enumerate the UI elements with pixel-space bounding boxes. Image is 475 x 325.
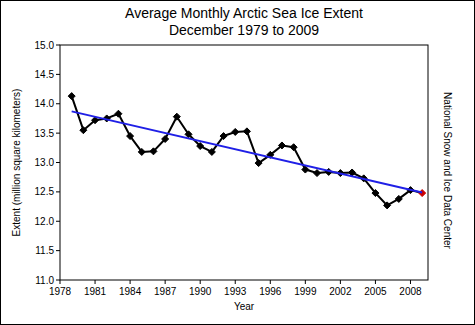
x-tick bbox=[200, 280, 201, 284]
y-tick-label: 13.5 bbox=[35, 128, 55, 139]
marker bbox=[419, 190, 426, 197]
y-tick bbox=[56, 74, 60, 75]
series-line bbox=[72, 96, 422, 205]
y-tick-label: 11.0 bbox=[35, 275, 54, 286]
x-tick bbox=[270, 280, 271, 284]
y-tick bbox=[56, 133, 60, 134]
y-tick bbox=[56, 45, 60, 46]
marker bbox=[314, 170, 321, 177]
y-tick-label: 11.5 bbox=[35, 245, 54, 256]
series-line bbox=[72, 111, 422, 192]
x-tick bbox=[340, 280, 341, 284]
marker bbox=[162, 136, 169, 143]
x-tick bbox=[375, 280, 376, 284]
marker bbox=[68, 93, 75, 100]
y-tick-label: 13.0 bbox=[35, 157, 55, 168]
marker bbox=[302, 166, 309, 173]
x-tick bbox=[130, 280, 131, 284]
marker bbox=[115, 110, 122, 117]
y-tick bbox=[56, 280, 60, 281]
marker bbox=[243, 128, 250, 135]
x-axis-label: Year bbox=[234, 301, 255, 312]
y-tick-label: 14.5 bbox=[35, 69, 55, 80]
marker bbox=[232, 128, 239, 135]
y-tick bbox=[56, 103, 60, 104]
marker bbox=[138, 148, 145, 155]
x-tick bbox=[165, 280, 166, 284]
x-tick-label: 1981 bbox=[84, 286, 107, 297]
x-tick-label: 2005 bbox=[364, 286, 387, 297]
x-tick-label: 2008 bbox=[399, 286, 422, 297]
x-tick bbox=[60, 280, 61, 284]
x-tick-label: 1996 bbox=[259, 286, 282, 297]
marker bbox=[372, 190, 379, 197]
x-tick bbox=[95, 280, 96, 284]
x-tick-label: 2002 bbox=[329, 286, 352, 297]
chart-border bbox=[1, 1, 475, 325]
x-tick-label: 1984 bbox=[119, 286, 142, 297]
x-tick bbox=[410, 280, 411, 284]
x-tick bbox=[235, 280, 236, 284]
marker bbox=[290, 144, 297, 151]
marker bbox=[384, 202, 391, 209]
marker bbox=[173, 113, 180, 120]
y-tick-label: 14.0 bbox=[35, 98, 55, 109]
y-tick-label: 12.0 bbox=[35, 216, 55, 227]
marker bbox=[80, 127, 87, 134]
plot-marks bbox=[68, 93, 425, 209]
y-tick bbox=[56, 191, 60, 192]
x-tick-label: 1999 bbox=[294, 286, 317, 297]
marker bbox=[255, 160, 262, 167]
y-tick bbox=[56, 221, 60, 222]
plot-frame bbox=[60, 45, 428, 280]
title: Average Monthly Arctic Sea Ice Extent bbox=[125, 5, 363, 21]
y-tick bbox=[56, 250, 60, 251]
marker bbox=[220, 133, 227, 140]
marker bbox=[150, 148, 157, 155]
marker bbox=[278, 142, 285, 149]
x-tick-label: 1987 bbox=[154, 286, 177, 297]
chart: Average Monthly Arctic Sea Ice ExtentDec… bbox=[0, 0, 475, 325]
marker bbox=[395, 195, 402, 202]
marker bbox=[208, 148, 215, 155]
x-tick-label: 1978 bbox=[49, 286, 72, 297]
x-tick-label: 1990 bbox=[189, 286, 212, 297]
y-axis-label: Extent (million square kilometers) bbox=[11, 89, 22, 237]
y-tick-label: 12.5 bbox=[35, 186, 55, 197]
x-tick-label: 1993 bbox=[224, 286, 247, 297]
marker bbox=[127, 133, 134, 140]
marker bbox=[197, 143, 204, 150]
marker bbox=[185, 131, 192, 138]
subtitle: December 1979 to 2009 bbox=[169, 22, 319, 38]
y-tick-label: 15.0 bbox=[35, 40, 55, 51]
x-tick bbox=[305, 280, 306, 284]
source-annotation: National Snow and Ice Data Center bbox=[442, 92, 453, 249]
y-tick bbox=[56, 162, 60, 163]
